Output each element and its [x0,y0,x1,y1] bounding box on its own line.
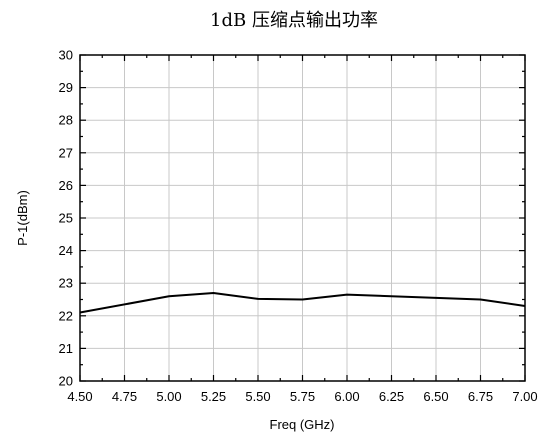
x-tick-label: 5.25 [201,389,226,404]
x-tick-label: 4.75 [112,389,137,404]
y-tick-label: 24 [59,243,73,258]
y-tick-label: 25 [59,211,73,226]
x-tick-labels: 4.50 4.75 5.00 5.25 5.50 5.75 6.00 6.25 6.50 6.75… [67,389,537,404]
series-line [79,291,526,314]
y-tick-label: 26 [59,178,73,193]
grid [80,55,525,381]
y-tick-label: 23 [59,276,73,291]
x-tick-label: 5.00 [156,389,181,404]
y-tick-label: 27 [59,145,73,160]
x-tick-label: 6.50 [423,389,448,404]
x-tick-label: 6.25 [379,389,404,404]
y-tick-label: 20 [59,374,73,389]
chart-title: 1dB 压缩点输出功率 [210,10,378,31]
y-tick-labels: 20 21 22 23 24 25 26 27 28 29 30 [59,48,73,389]
x-tick-label: 6.00 [334,389,359,404]
series-layer [79,291,526,314]
y-tick-label: 21 [59,341,73,356]
y-tick-label: 29 [59,80,73,95]
y-tick-label: 22 [59,308,73,323]
x-tick-label: 4.50 [67,389,92,404]
axis-ticks [79,54,526,382]
x-tick-label: 6.75 [468,389,493,404]
y-axis-label: P-1(dBm) [15,190,30,246]
x-axis-label: Freq (GHz) [270,417,335,432]
x-tick-label: 7.00 [512,389,537,404]
y-tick-label: 28 [59,113,73,128]
y-tick-label: 30 [59,48,73,63]
x-tick-label: 5.50 [245,389,270,404]
x-tick-label: 5.75 [290,389,315,404]
